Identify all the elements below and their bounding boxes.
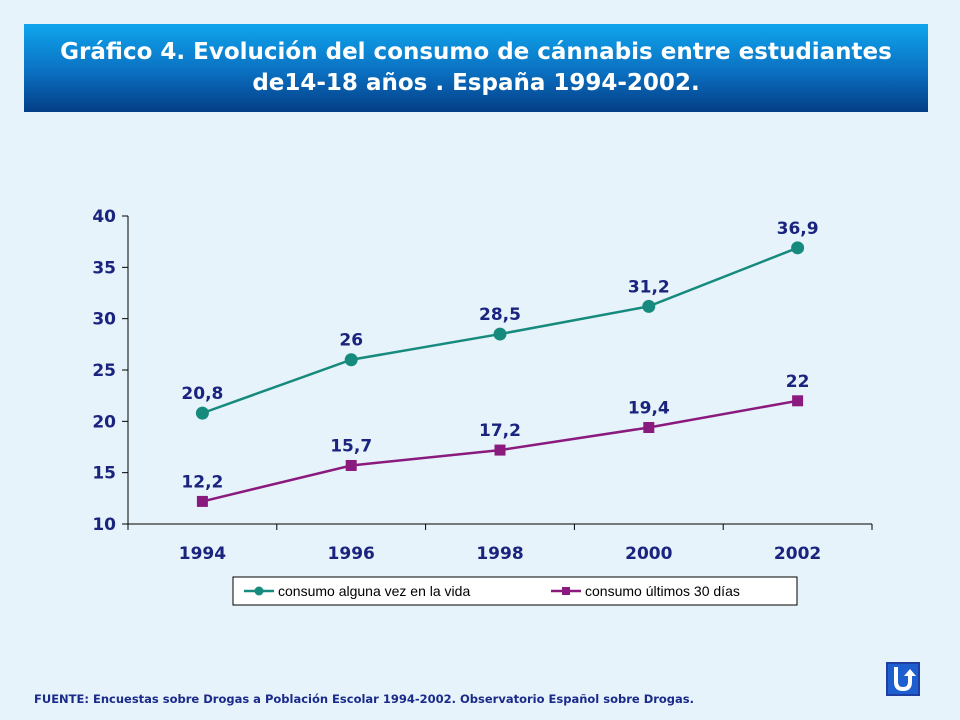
series-2-point xyxy=(494,444,506,456)
data-label: 17,2 xyxy=(479,421,521,441)
y-tick-label: 35 xyxy=(92,258,116,278)
legend-label-2: consumo últimos 30 días xyxy=(585,583,740,599)
y-tick-label: 40 xyxy=(92,207,116,227)
data-label: 31,2 xyxy=(628,277,670,297)
y-tick-label: 25 xyxy=(92,361,116,381)
series-1-point xyxy=(493,327,507,341)
chart-title-line-2: de14-18 años . España 1994-2002. xyxy=(252,70,700,96)
u-turn-return-icon xyxy=(894,667,916,692)
x-tick-label: 1994 xyxy=(179,544,226,564)
data-label: 22 xyxy=(786,372,810,392)
x-tick-label: 1998 xyxy=(476,544,523,564)
source-note: FUENTE: Encuestas sobre Drogas a Poblaci… xyxy=(34,692,695,706)
legend-label-1: consumo alguna vez en la vida xyxy=(278,583,470,599)
series-2-point xyxy=(643,421,655,433)
x-tick-label: 2002 xyxy=(774,544,821,564)
legend-marker-2 xyxy=(562,587,570,595)
y-tick-label: 30 xyxy=(92,310,116,330)
series-2-point xyxy=(196,495,208,507)
data-label: 15,7 xyxy=(330,436,372,456)
series-1-point xyxy=(195,406,209,420)
series-2-point xyxy=(792,395,804,407)
legend-marker-1 xyxy=(254,586,264,596)
series-2-point xyxy=(345,459,357,471)
y-tick-label: 20 xyxy=(92,412,116,432)
series-1-point xyxy=(642,299,656,313)
title-banner: Gráfico 4. Evolución del consumo de cánn… xyxy=(24,24,928,112)
series-1-point xyxy=(344,353,358,367)
data-label: 12,2 xyxy=(181,472,223,492)
chart-title-line-1: Gráfico 4. Evolución del consumo de cánn… xyxy=(60,39,892,65)
y-tick-label: 10 xyxy=(92,515,116,535)
y-tick-label: 15 xyxy=(92,464,116,484)
data-label: 19,4 xyxy=(628,398,670,418)
data-label: 36,9 xyxy=(777,219,819,239)
x-tick-label: 2000 xyxy=(625,544,672,564)
series-1-point xyxy=(791,241,805,255)
data-label: 26 xyxy=(339,331,363,351)
data-label: 28,5 xyxy=(479,305,521,325)
data-label: 20,8 xyxy=(181,384,223,404)
legend-box xyxy=(232,576,798,606)
x-tick-label: 1996 xyxy=(328,544,375,564)
return-button[interactable] xyxy=(886,662,920,696)
